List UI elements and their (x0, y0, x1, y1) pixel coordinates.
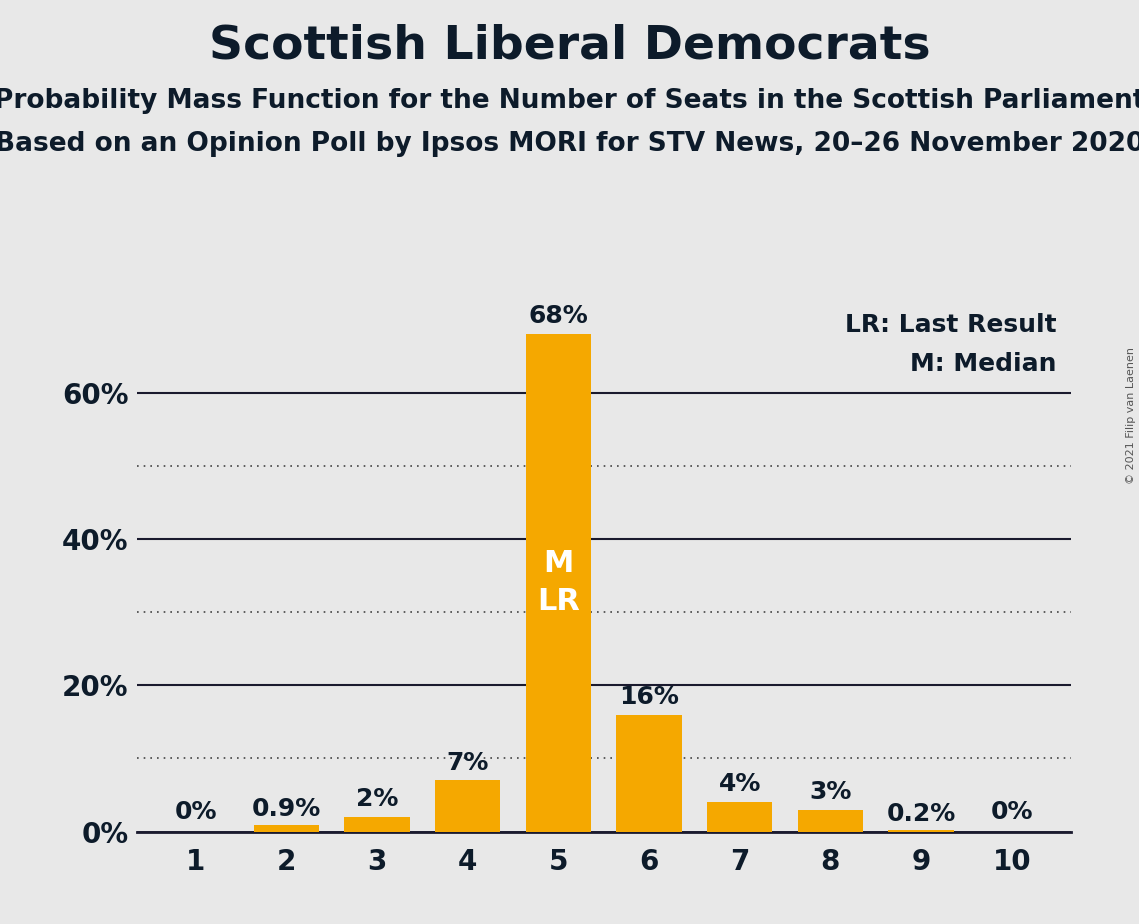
Text: Probability Mass Function for the Number of Seats in the Scottish Parliament: Probability Mass Function for the Number… (0, 88, 1139, 114)
Bar (254, 825, 319, 832)
Bar (435, 781, 500, 832)
Text: 0%: 0% (174, 800, 216, 824)
Text: 3%: 3% (809, 780, 852, 804)
Bar (526, 334, 591, 832)
Text: Scottish Liberal Democrats: Scottish Liberal Democrats (208, 23, 931, 68)
Text: 2%: 2% (355, 787, 399, 811)
Bar (616, 714, 681, 832)
Bar (888, 830, 953, 832)
Text: 0.9%: 0.9% (252, 797, 321, 821)
Text: LR: Last Result: LR: Last Result (845, 313, 1057, 337)
Bar (797, 809, 863, 832)
Text: 7%: 7% (446, 750, 489, 774)
Text: 0%: 0% (991, 800, 1033, 824)
Text: 16%: 16% (620, 685, 679, 709)
Text: M
LR: M LR (536, 549, 580, 616)
Text: 4%: 4% (719, 772, 761, 796)
Text: 68%: 68% (528, 304, 588, 328)
Text: Based on an Opinion Poll by Ipsos MORI for STV News, 20–26 November 2020: Based on an Opinion Poll by Ipsos MORI f… (0, 131, 1139, 157)
Text: M: Median: M: Median (910, 352, 1057, 376)
Bar (344, 817, 410, 832)
Text: © 2021 Filip van Laenen: © 2021 Filip van Laenen (1126, 347, 1136, 484)
Bar (707, 802, 772, 832)
Text: 0.2%: 0.2% (886, 802, 956, 826)
